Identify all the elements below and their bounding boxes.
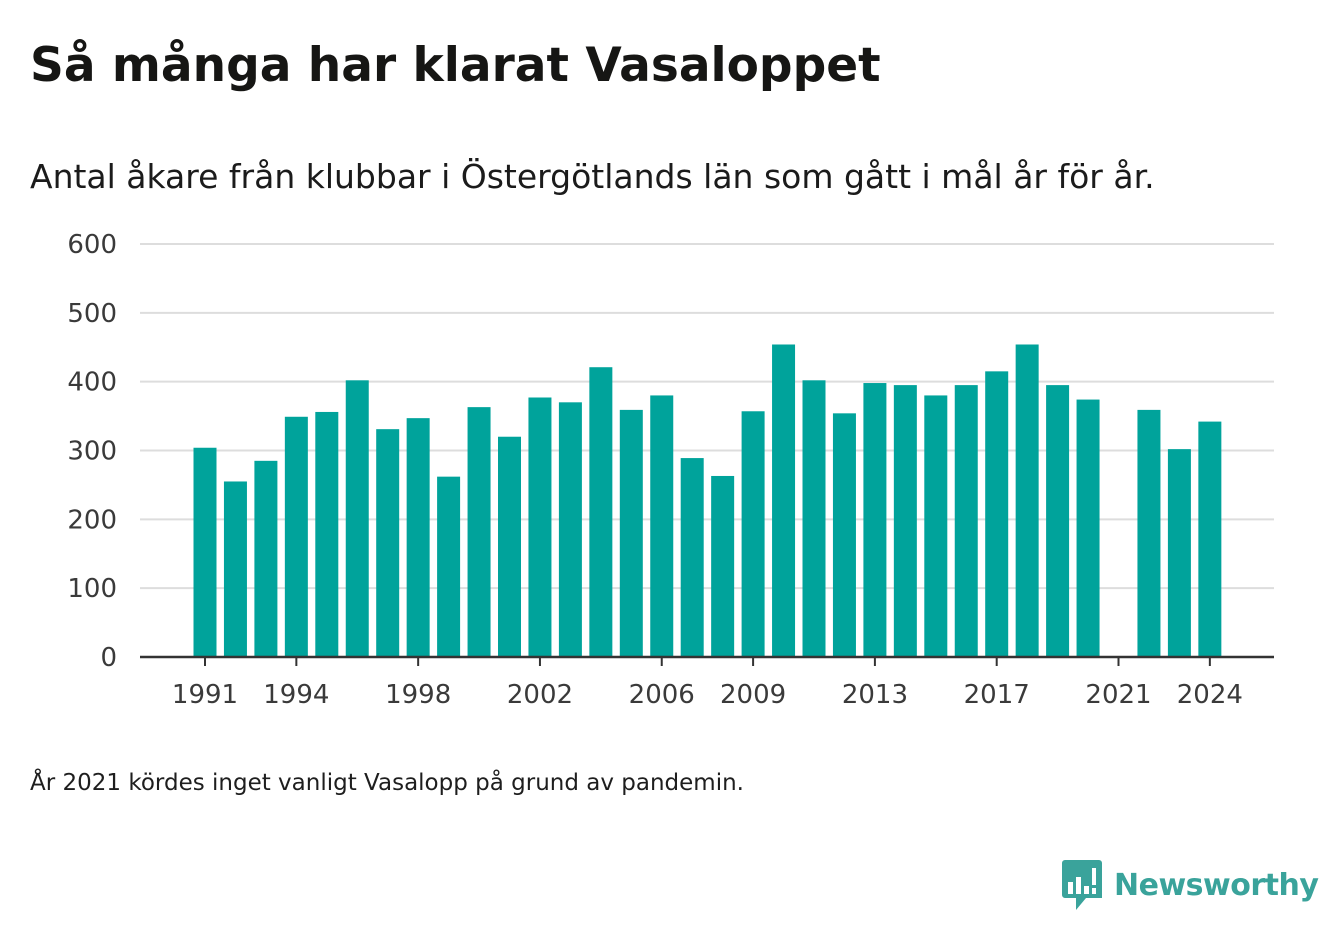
grid-lines (140, 243, 1274, 590)
bar-2006 (650, 395, 674, 657)
y-tick-label: 300 (67, 437, 117, 467)
brand-name: Newsworthy (1114, 867, 1319, 903)
y-tick-label: 600 (67, 230, 117, 260)
bar-2001 (498, 436, 521, 657)
bar-2017 (985, 371, 1009, 657)
bar-2011 (802, 380, 826, 657)
bar-2008 (711, 475, 735, 657)
x-tick-label: 2024 (1177, 680, 1243, 710)
bar-2018 (1015, 344, 1039, 657)
bar-2014 (893, 385, 917, 657)
bar-1994 (284, 416, 308, 657)
bar-1997 (376, 429, 400, 657)
bar-2023 (1167, 449, 1191, 657)
bar-2013 (863, 383, 887, 657)
bar-2009 (741, 411, 765, 657)
x-tick-label: 1994 (263, 680, 329, 710)
footnote: År 2021 kördes inget vanligt Vasalopp på… (30, 770, 744, 796)
bar-2010 (772, 344, 796, 657)
x-tick-label: 1991 (172, 680, 238, 710)
x-tick-label: 2002 (507, 680, 573, 710)
bar-1995 (315, 411, 339, 657)
x-tick-label: 2017 (964, 680, 1030, 710)
bars (193, 344, 1222, 657)
x-tick-label: 2021 (1085, 680, 1151, 710)
bar-2002 (528, 397, 552, 657)
bar-2000 (467, 407, 491, 657)
bar-2005 (619, 409, 643, 657)
bar-2015 (924, 395, 948, 657)
x-axis-ticks: 1991 1994 1998 2002 2006 2009 2013 2017 2021 2024 (172, 657, 1243, 710)
bar-1998 (406, 418, 430, 657)
bar-2019 (1046, 385, 1070, 657)
chart-subtitle: Antal åkare från klubbar i Östergötlands… (30, 157, 1155, 196)
bar-1999 (437, 476, 461, 657)
newsworthy-logo-icon (1062, 860, 1102, 910)
y-axis-tick-labels: 0 100 200 300 400 500 600 (67, 230, 117, 673)
y-tick-label: 500 (67, 299, 117, 329)
bar-2003 (558, 402, 582, 657)
bar-1993 (254, 460, 278, 657)
bar-2007 (680, 458, 704, 657)
bar-1991 (193, 447, 217, 657)
bar-2020 (1076, 399, 1100, 657)
x-tick-label: 2013 (842, 680, 908, 710)
bar-1996 (345, 380, 369, 657)
bar-2024 (1198, 421, 1222, 657)
bar-2022 (1137, 409, 1161, 657)
brand-logo[interactable]: Newsworthy (1062, 860, 1319, 910)
bar-chart: 0 100 200 300 400 500 600 1991 1994 1998 2002 2006… (67, 230, 1274, 710)
chart-title: Så många har klarat Vasaloppet (30, 38, 881, 93)
y-tick-label: 100 (67, 574, 117, 604)
x-tick-label: 2009 (720, 680, 786, 710)
bar-2012 (832, 413, 856, 657)
x-tick-label: 2006 (629, 680, 695, 710)
bar-2004 (589, 367, 613, 657)
y-tick-label: 0 (100, 643, 117, 673)
x-tick-label: 1998 (385, 680, 451, 710)
bar-1992 (223, 481, 247, 657)
y-tick-label: 400 (67, 368, 117, 398)
bar-2016 (954, 385, 978, 657)
y-tick-label: 200 (67, 505, 117, 535)
